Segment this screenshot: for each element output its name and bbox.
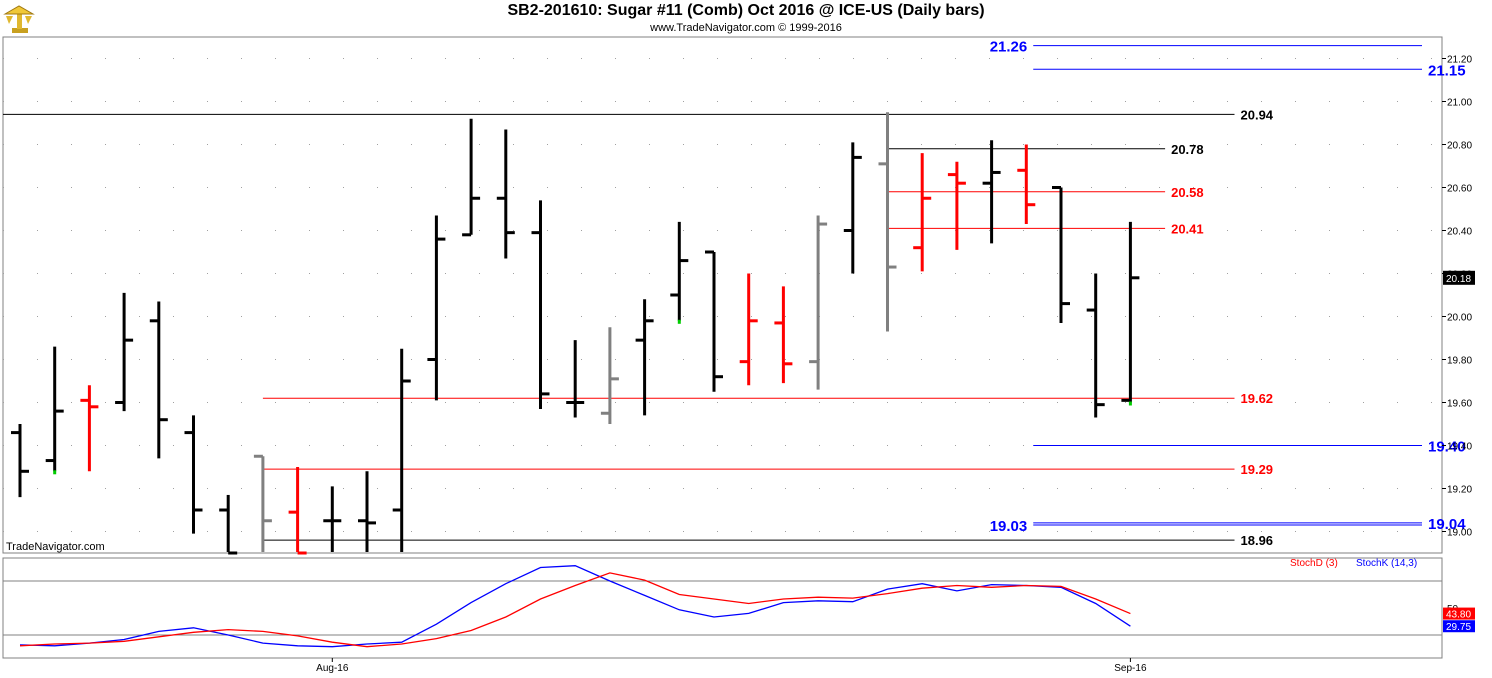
y-tick-label: 20.00 — [1447, 313, 1472, 324]
price-levels: 21.26 21.15 20.94 20.78 20.58 20.41 19.62 19.40… — [3, 39, 1466, 548]
stochastic-panel-border — [2, 557, 1443, 659]
stoch-line — [19, 572, 1131, 648]
stoch-line — [19, 565, 1131, 648]
level-label: 20.41 — [1171, 221, 1204, 236]
level-label: 19.62 — [1241, 391, 1274, 406]
level-label: 18.96 — [1241, 533, 1274, 548]
level-label: 20.58 — [1171, 185, 1204, 200]
price-grid — [3, 58, 1442, 532]
y-tick-label: 20.40 — [1447, 227, 1472, 238]
stoch-value-box — [1443, 620, 1475, 633]
level-label: 21.15 — [1428, 62, 1466, 79]
y-tick-label: 19.60 — [1447, 399, 1472, 410]
low-marker — [53, 470, 57, 475]
x-tick-label: Aug-16 — [316, 663, 349, 674]
level-label: 20.78 — [1171, 142, 1204, 157]
y-tick-label: 20.60 — [1447, 184, 1472, 195]
y-tick-label: 21.20 — [1447, 55, 1472, 66]
y-tick-label: 21.00 — [1447, 98, 1472, 109]
y-tick-label: 19.20 — [1447, 485, 1472, 496]
time-axis: Aug-16 Sep-16 — [316, 658, 1147, 674]
last-price-label: 20.18 — [1446, 274, 1471, 285]
stoch-value-label: 43.80 — [1446, 610, 1471, 621]
stoch-legend-entry: StochK (14,3) — [1356, 558, 1417, 569]
low-marker — [1128, 401, 1132, 406]
last-price-box — [1443, 270, 1475, 285]
chart-subtitle: www.TradeNavigator.com © 1999-2016 — [650, 22, 842, 34]
y-tick-label: 19.80 — [1447, 356, 1472, 367]
watermark-text: TradeNavigator.com — [6, 541, 105, 553]
trade-navigator-logo-icon — [2, 2, 36, 39]
level-label: 21.26 — [990, 39, 1028, 56]
price-panel-frame — [2, 36, 1443, 554]
price-panel-border — [2, 36, 1443, 554]
stoch-value-box — [1443, 607, 1475, 620]
price-bars — [11, 112, 1140, 555]
level-label: 19.04 — [1428, 516, 1466, 533]
price-axis: 21.2021.0020.8020.6020.4020.2020.0019.80… — [1442, 55, 1475, 539]
level-label: 20.94 — [1241, 107, 1274, 122]
level-label: 19.29 — [1241, 462, 1274, 477]
stoch-legend-entry: StochD (3) — [1290, 558, 1338, 569]
level-label: 19.40 — [1428, 439, 1466, 456]
y-tick-label: 20.80 — [1447, 141, 1472, 152]
x-tick-label: Sep-16 — [1114, 663, 1147, 674]
chart-title: SB2-201610: Sugar #11 (Comb) Oct 2016 @ … — [507, 2, 985, 19]
y-tick-label: 19.40 — [1447, 442, 1472, 453]
y-tick-label: 19.00 — [1447, 528, 1472, 539]
stoch-value-label: 29.75 — [1446, 622, 1471, 633]
level-label: 19.03 — [990, 518, 1028, 535]
low-marker — [677, 319, 681, 324]
stochastic-panel-frame — [2, 557, 1443, 659]
